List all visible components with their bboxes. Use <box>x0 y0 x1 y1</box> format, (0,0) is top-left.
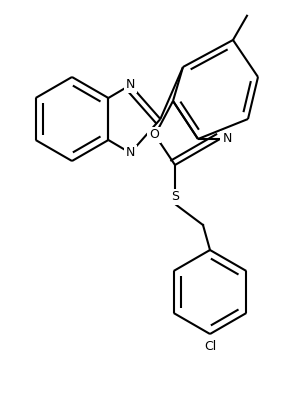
Text: N: N <box>126 79 135 91</box>
Text: Cl: Cl <box>204 339 216 353</box>
Text: O: O <box>149 129 159 141</box>
Text: N: N <box>126 146 135 160</box>
Text: S: S <box>171 191 179 204</box>
Text: N: N <box>222 133 232 145</box>
